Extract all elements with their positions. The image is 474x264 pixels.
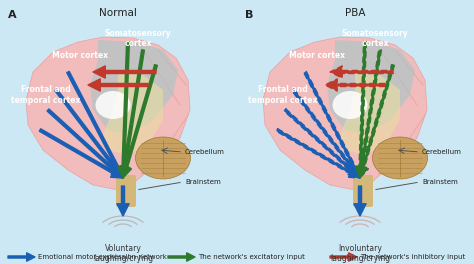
Text: Brainstem: Brainstem (185, 179, 221, 185)
FancyArrowPatch shape (55, 89, 123, 178)
FancyArrowPatch shape (330, 66, 393, 78)
Text: Frontal and
temporal cortex: Frontal and temporal cortex (248, 85, 318, 105)
FancyArrowPatch shape (355, 42, 366, 178)
Text: Brainstem: Brainstem (422, 179, 458, 185)
Polygon shape (90, 40, 178, 135)
Text: A: A (8, 10, 17, 20)
FancyArrowPatch shape (118, 42, 129, 178)
FancyArrowPatch shape (358, 65, 394, 178)
Ellipse shape (136, 137, 191, 179)
FancyArrowPatch shape (121, 65, 157, 178)
FancyArrowPatch shape (67, 71, 123, 178)
Text: Involuntary
laughing/crying: Involuntary laughing/crying (330, 244, 390, 263)
Text: Cerebellum: Cerebellum (185, 149, 225, 155)
FancyArrowPatch shape (88, 79, 148, 91)
FancyArrowPatch shape (47, 109, 123, 178)
Polygon shape (103, 70, 163, 155)
Text: Voluntary
laughing/crying: Voluntary laughing/crying (93, 244, 153, 263)
FancyArrowPatch shape (304, 71, 360, 178)
FancyArrowPatch shape (168, 253, 195, 261)
FancyArrowPatch shape (354, 186, 366, 216)
Polygon shape (340, 70, 400, 155)
FancyArrowPatch shape (325, 79, 385, 91)
Polygon shape (327, 40, 415, 135)
Ellipse shape (332, 91, 367, 119)
Text: The network's inhibitory input: The network's inhibitory input (360, 254, 465, 260)
Text: B: B (245, 10, 254, 20)
Polygon shape (263, 37, 427, 190)
Ellipse shape (373, 137, 428, 179)
Text: Emotional motor expression network: Emotional motor expression network (38, 254, 167, 260)
FancyBboxPatch shape (353, 175, 373, 207)
FancyArrowPatch shape (93, 66, 156, 78)
FancyArrowPatch shape (330, 253, 357, 261)
Polygon shape (26, 37, 190, 190)
Text: Motor cortex: Motor cortex (52, 51, 108, 60)
FancyArrowPatch shape (356, 50, 382, 178)
Text: PBA: PBA (345, 8, 365, 18)
Text: Cerebellum: Cerebellum (422, 149, 462, 155)
FancyArrowPatch shape (292, 89, 360, 178)
FancyArrowPatch shape (8, 253, 35, 261)
FancyArrowPatch shape (117, 186, 129, 216)
Text: Motor cortex: Motor cortex (289, 51, 345, 60)
Text: Somatosensory
cortex: Somatosensory cortex (342, 29, 409, 48)
Text: Somatosensory
cortex: Somatosensory cortex (105, 29, 172, 48)
Text: Frontal and
temporal cortex: Frontal and temporal cortex (11, 85, 81, 105)
Text: The network's excitatory input: The network's excitatory input (198, 254, 305, 260)
FancyArrowPatch shape (284, 109, 360, 178)
Ellipse shape (95, 91, 130, 119)
FancyBboxPatch shape (116, 175, 136, 207)
FancyArrowPatch shape (39, 129, 123, 178)
Text: Normal: Normal (99, 8, 137, 18)
FancyArrowPatch shape (276, 129, 360, 178)
FancyArrowPatch shape (119, 50, 145, 178)
